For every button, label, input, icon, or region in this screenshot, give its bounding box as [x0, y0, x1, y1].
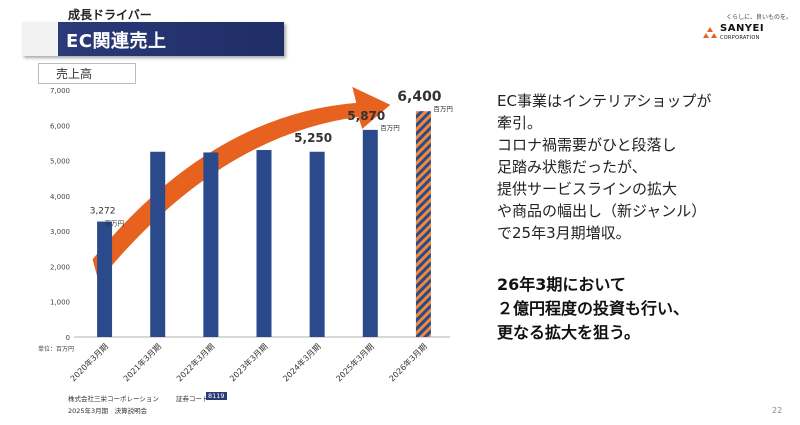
y-tick-label: 5,000 [50, 158, 70, 166]
footer-code-label: 証券コード [176, 395, 209, 403]
emphasis-line: 更なる拡大を狙う。 [497, 323, 641, 342]
description-line: EC事業はインテリアショップが [497, 92, 712, 110]
description-line: 提供サービスラインの拡大 [497, 180, 678, 198]
title-band [22, 22, 284, 56]
bar [256, 149, 272, 337]
chart-label: 売上高 [56, 67, 93, 81]
emphasis-text: 26年3期において ２億円程度の投資も行い、 更なる拡大を狙う。 [497, 273, 797, 345]
sales-bar-chart: 0 1,000 2,000 3,000 4,000 5,000 6,000 7,000 202… [50, 86, 453, 383]
description-text: EC事業はインテリアショップが 牽引。 コロナ禍需要がひと段落し 足踏み状態だっ… [497, 90, 797, 244]
description-line: 足踏み状態だったが、 [497, 158, 647, 176]
forecast-bar [415, 111, 431, 337]
x-tick-label: 2021年3月期 [121, 341, 163, 383]
x-tick-label: 2026年3月期 [387, 341, 429, 383]
data-unit-label: 百万円 [433, 105, 453, 113]
bar [203, 152, 219, 337]
section-subtitle: 成長ドライバー [68, 8, 152, 22]
bar [309, 151, 325, 337]
description-line: 牽引。 [497, 114, 543, 132]
page-number: 22 [772, 406, 783, 415]
page-title: EC関連売上 [66, 31, 167, 52]
description-line: で25年3月期増収。 [497, 224, 631, 242]
x-tick-label: 2024年3月期 [281, 341, 323, 383]
chart-label-box [38, 63, 136, 84]
y-tick-label: 6,000 [50, 122, 70, 130]
data-label: 5,250 [294, 131, 332, 145]
growth-arrow [92, 86, 391, 282]
bar [150, 151, 166, 337]
y-tick-label: 4,000 [50, 193, 70, 201]
data-unit-label: 百万円 [105, 220, 125, 228]
data-unit-label: 百万円 [380, 124, 400, 132]
y-tick-label: 0 [66, 334, 70, 342]
y-tick-label: 2,000 [50, 263, 70, 271]
y-tick-label: 7,000 [50, 87, 70, 95]
emphasis-line: 26年3期において [497, 275, 626, 294]
logo-sub: CORPORATION [720, 35, 760, 41]
bar [362, 129, 378, 337]
description-line: コロナ禍需要がひと段落し [497, 136, 677, 154]
footer-company: 株式会社三栄コーポレーション [68, 395, 159, 403]
logo-name: SANYEI [720, 23, 765, 34]
emphasis-line: ２億円程度の投資も行い、 [497, 299, 690, 318]
unit-note: 単位：百万円 [38, 346, 75, 353]
x-tick-label: 2020年3月期 [68, 341, 110, 383]
description-line: や商品の幅出し（新ジャンル） [497, 202, 707, 220]
sanyei-mark-icon [703, 27, 717, 38]
y-tick-label: 1,000 [50, 299, 70, 307]
y-tick-label: 3,000 [50, 228, 70, 236]
data-label: 3,272 [90, 207, 116, 217]
logo-tagline: くらしに、良いものを。 [726, 14, 792, 21]
x-tick-label: 2023年3月期 [227, 341, 269, 383]
data-label: 5,870 [347, 109, 385, 123]
x-tick-label: 2022年3月期 [174, 341, 216, 383]
footer-meeting: 2025年3月期 決算説明会 [68, 407, 148, 415]
data-label: 6,400 [397, 89, 442, 105]
footer-code: 8119 [206, 392, 227, 400]
bar [97, 221, 113, 337]
x-tick-label: 2025年3月期 [334, 341, 376, 383]
company-logo: くらしに、良いものを。 SANYEI CORPORATION [700, 8, 792, 48]
